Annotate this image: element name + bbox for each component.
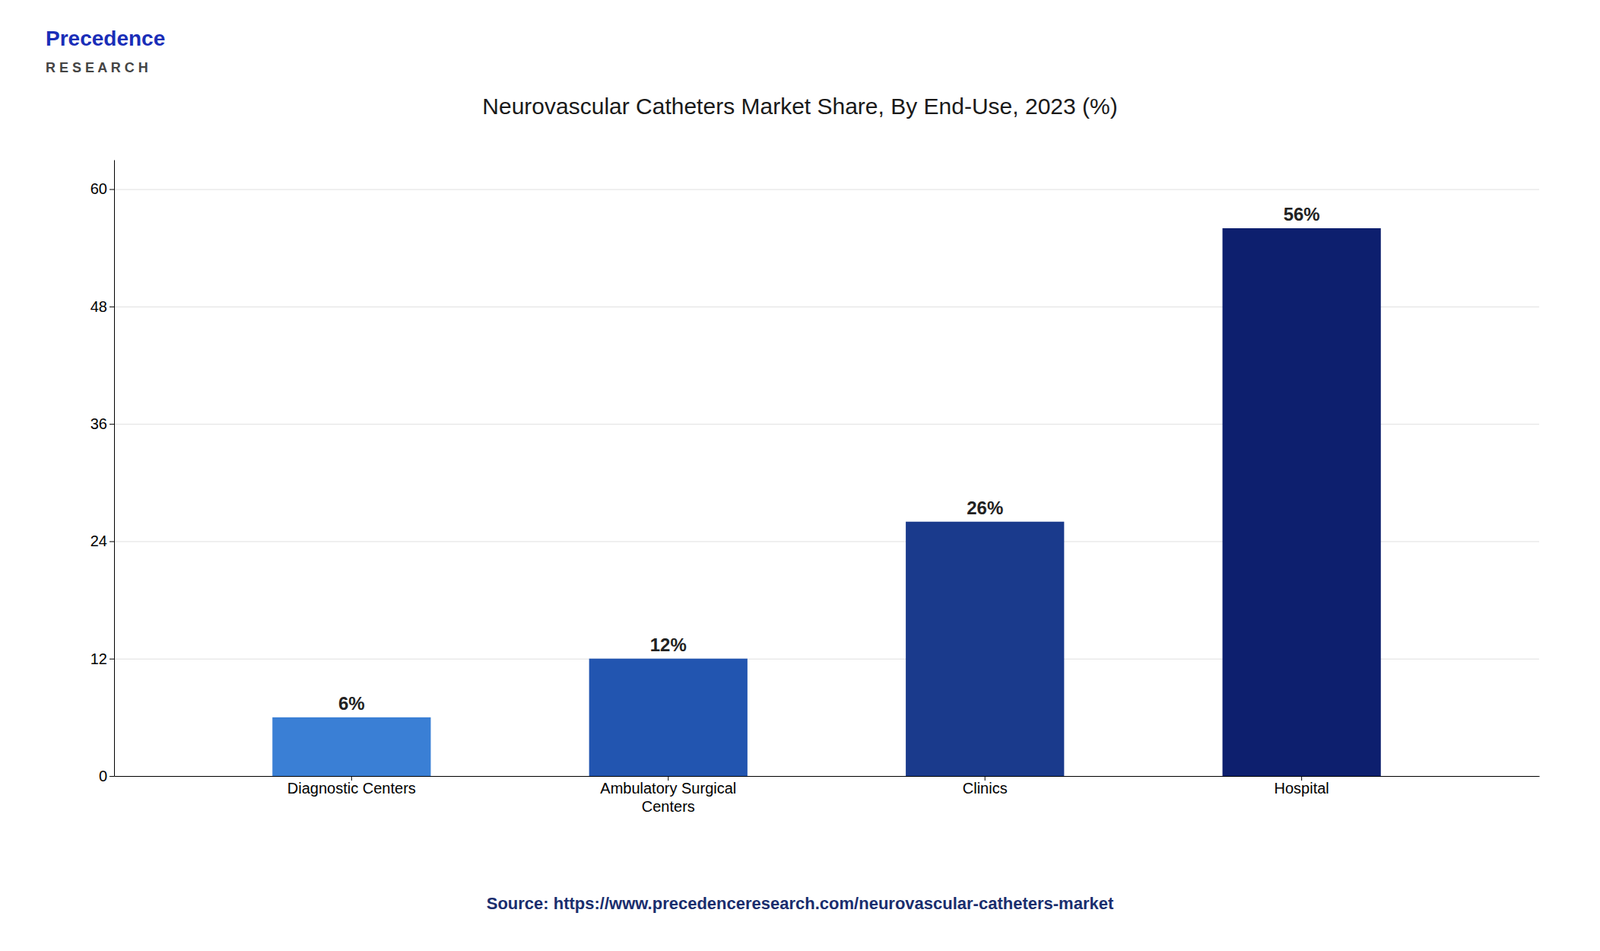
x-tick-label: Ambulatory SurgicalCenters (600, 779, 737, 815)
y-tick-label: 24 (90, 532, 108, 550)
annotation-logo-sub: R E S E A R C H (45, 60, 149, 76)
y-tick-label: 60 (90, 180, 108, 197)
x-axis-line (114, 775, 1540, 777)
grid-line (114, 189, 1540, 191)
y-tick-label: 48 (90, 298, 108, 315)
x-tick-label-line: Hospital (1274, 779, 1330, 797)
bar (589, 658, 748, 776)
x-tick-label: Clinics (962, 779, 1008, 797)
x-axis: Diagnostic Centers Ambulatory SurgicalCen… (114, 775, 1540, 815)
data-label: 56% (1283, 203, 1321, 225)
x-tick: Hospital (1274, 775, 1330, 797)
y-tick-mark (109, 306, 115, 308)
grid-tick (114, 775, 1540, 777)
x-tick-label-line: Centers (641, 797, 696, 815)
data-label: 6% (338, 692, 366, 714)
grid (114, 189, 1540, 776)
data-label: 26% (966, 497, 1004, 518)
bar (905, 521, 1064, 776)
grid-tick (114, 189, 1540, 191)
y-tick-label: 36 (90, 415, 108, 432)
x-tick: Diagnostic Centers (287, 775, 416, 797)
x-tick-label: Hospital (1274, 779, 1330, 797)
bar (272, 717, 431, 776)
y-tick-mark (109, 189, 115, 191)
x-tick-label-line: Diagnostic Centers (287, 779, 416, 797)
y-tick: 60 (90, 180, 115, 197)
x-tick-label-line: Clinics (962, 779, 1008, 797)
x-tick-label-line: Ambulatory Surgical (600, 779, 737, 797)
bars (272, 228, 1381, 776)
x-tick: Clinics (962, 775, 1008, 797)
y-tick-mark (109, 775, 115, 777)
chart-container: 6% 12% 26% 56% 0 12 24 36 48 60 Diagnostic Centers… (0, 0, 1600, 951)
y-tick: 36 (90, 415, 115, 432)
grid-line (114, 775, 1540, 777)
x-tick: Ambulatory SurgicalCenters (600, 775, 737, 815)
data-labels: 6% 12% 26% 56% (338, 203, 1321, 714)
annotation-logo: Precedence (45, 26, 166, 51)
y-tick: 12 (90, 650, 115, 667)
y-tick: 48 (90, 298, 115, 315)
y-tick: 24 (90, 532, 115, 550)
y-tick-label: 0 (98, 767, 108, 785)
x-tick-label: Diagnostic Centers (287, 779, 416, 797)
y-tick-label: 12 (90, 650, 108, 667)
annotation-source: Source: https://www.precedenceresearch.c… (486, 893, 1115, 913)
y-tick-mark (109, 658, 115, 660)
bar (1222, 228, 1381, 776)
chart-title: Neurovascular Catheters Market Share, By… (482, 93, 1118, 119)
y-tick-mark (109, 540, 115, 542)
y-tick-mark (109, 423, 115, 425)
y-axis-line (114, 160, 115, 777)
y-axis: 0 12 24 36 48 60 (90, 160, 115, 785)
chart-svg: 6% 12% 26% 56% 0 12 24 36 48 60 Diagnostic Centers… (0, 0, 1600, 951)
data-label: 12% (650, 634, 687, 655)
y-tick: 0 (98, 767, 115, 785)
